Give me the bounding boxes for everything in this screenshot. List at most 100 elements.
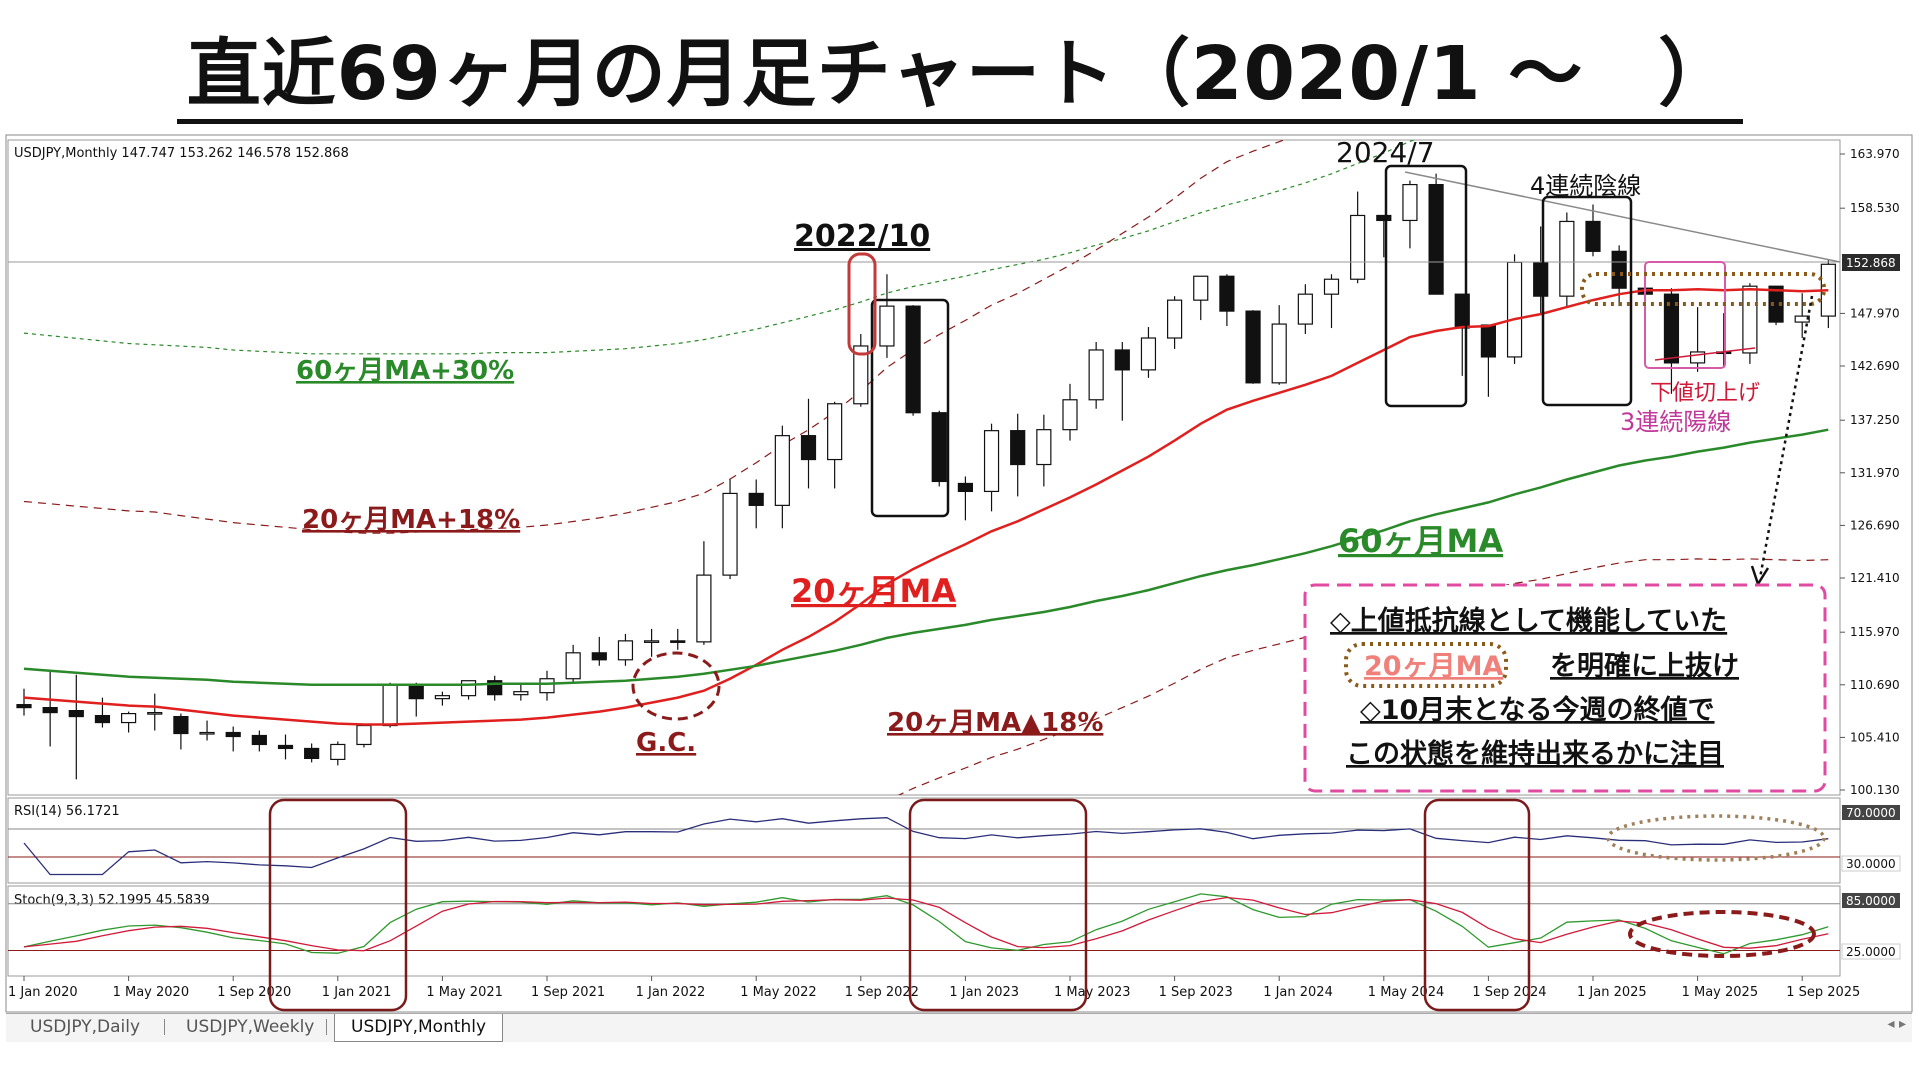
label-lowup: 下値切上げ: [1650, 381, 1760, 406]
candle-bullish: [199, 731, 215, 735]
candle-bearish: [251, 734, 267, 746]
candle-bearish: [1768, 285, 1784, 323]
candle-bullish: [382, 684, 398, 727]
candle-bullish: [617, 640, 634, 661]
label-ma20-minus18: 20ヶ月MA▲18%: [887, 708, 1103, 738]
candle-bullish: [1742, 285, 1758, 354]
price-tick-label: 147.970: [1850, 306, 1900, 320]
candle-bullish: [1323, 278, 1340, 295]
rsi-lines: [8, 817, 1840, 876]
stoch-85-tag: [1842, 893, 1900, 908]
rsi-line: [23, 817, 1829, 876]
candle-bullish: [356, 724, 372, 746]
candle-bullish: [1794, 315, 1810, 323]
candle-bullish: [827, 403, 843, 461]
stoch-25-tag: [1841, 943, 1901, 960]
candle-bearish: [225, 731, 241, 738]
candle-bearish: [800, 435, 817, 461]
price-tick-label: 158.530: [1850, 201, 1900, 215]
candle-bullish: [330, 743, 346, 761]
tab-weekly[interactable]: USDJPY,Weekly: [186, 1017, 315, 1037]
candle-bearish: [1585, 220, 1601, 252]
rsi-label: RSI(14) 56.1721: [14, 804, 120, 819]
time-tick-label: 1 May 2023: [1054, 985, 1131, 1000]
candle-bearish: [957, 482, 974, 493]
candle-bearish: [670, 640, 686, 643]
time-tick-label: 1 May 2025: [1682, 985, 1759, 1000]
candle-bullish: [1689, 351, 1706, 364]
dotted-ma20-zone: [1580, 272, 1826, 306]
time-tick-label: 1 May 2021: [426, 985, 503, 1000]
label-ma20: 20ヶ月MA: [791, 572, 956, 610]
candle-bullish: [853, 345, 869, 405]
candle-bearish: [1663, 293, 1680, 364]
candle-bearish: [905, 305, 921, 414]
candle-bullish: [539, 678, 555, 694]
osc-box-2024: [1423, 798, 1531, 1012]
candle-bullish: [1062, 399, 1078, 431]
time-tick-label: 1 May 2020: [113, 985, 190, 1000]
candle-bullish: [879, 305, 895, 347]
tab-daily[interactable]: USDJPY,Daily: [30, 1017, 141, 1037]
price-tick-label: 137.250: [1850, 413, 1900, 427]
ma20-minus18-line: [897, 558, 1829, 795]
osc-box-2023: [908, 798, 1088, 1012]
candle-bullish: [1402, 183, 1418, 222]
candle-bullish: [1193, 275, 1209, 301]
candle-bullish: [643, 640, 660, 643]
current-price-tag: [1842, 254, 1900, 271]
label-4-bearish: 4連続陰線: [1530, 172, 1641, 200]
rsi-30-tag: [1841, 855, 1901, 872]
callout-line1: ◇上値抵抗線として機能していた: [1330, 605, 1727, 637]
callout-line2: を明確に上抜け: [1550, 650, 1739, 682]
candle-bearish: [1376, 214, 1392, 222]
envelopes: [23, 140, 1829, 795]
candle-bullish: [460, 680, 477, 697]
price-tick-label: 105.410: [1850, 730, 1900, 744]
price-tick-label: 126.690: [1850, 518, 1900, 532]
lowup-line: [1654, 347, 1756, 361]
tab-monthly[interactable]: USDJPY,Monthly: [334, 1014, 504, 1042]
candle-bearish: [68, 709, 84, 718]
candle-bullish: [1350, 214, 1366, 280]
candle-bullish: [565, 652, 581, 680]
tab-separator: [164, 1019, 165, 1035]
stoch-lines: [8, 893, 1840, 955]
time-tick-label: 1 May 2024: [1368, 985, 1445, 1000]
stoch-ellipse: [1628, 910, 1816, 958]
callout-ma20-tag-box: [1344, 642, 1508, 688]
tab-scroll-arrows-icon[interactable]: ◂ ▸: [1887, 1016, 1906, 1032]
tab-bar: USDJPY,Daily USDJPY,Weekly USDJPY,Monthl…: [6, 1013, 1912, 1042]
candle-bullish: [513, 691, 529, 696]
stoch-panel: [7, 885, 1841, 977]
callout-line3: ◇10月末となる今週の終値で: [1360, 694, 1715, 726]
tab-separator: [326, 1019, 327, 1035]
stoch-85-text: 85.0000: [1846, 894, 1896, 908]
candle-bullish: [1559, 220, 1575, 297]
time-tick-label: 1 Sep 2023: [1159, 985, 1233, 1000]
time-tick-label: 1 Sep 2020: [217, 985, 291, 1000]
candle-bearish: [277, 744, 294, 750]
time-tick-label: 1 Jan 2021: [322, 985, 392, 1000]
candle-bearish: [16, 704, 32, 709]
box-2022-drop: [870, 298, 950, 518]
time-tick-label: 1 Sep 2022: [845, 985, 919, 1000]
box-4-bearish: [1541, 195, 1633, 407]
candle-bullish: [1036, 429, 1052, 466]
ma20-plus18-line: [23, 140, 1286, 534]
candle-bearish: [304, 747, 320, 760]
candle-bullish: [1271, 323, 1287, 384]
price-tick-label: 110.690: [1850, 678, 1900, 692]
time-tick-label: 1 Jan 2024: [1263, 985, 1333, 1000]
candle-bearish: [408, 684, 424, 700]
candle-bearish: [1114, 349, 1130, 371]
price-tick-label: 163.970: [1850, 147, 1900, 161]
candle-bullish: [722, 492, 738, 576]
candle-bullish: [120, 712, 137, 724]
stoch-label: Stoch(9,3,3) 52.1995 45.5839: [14, 893, 210, 908]
candle-bearish: [1611, 250, 1627, 289]
arrow-to-callout: [1758, 295, 1814, 579]
candles: [16, 173, 1836, 780]
box-3-bullish: [1644, 261, 1726, 369]
